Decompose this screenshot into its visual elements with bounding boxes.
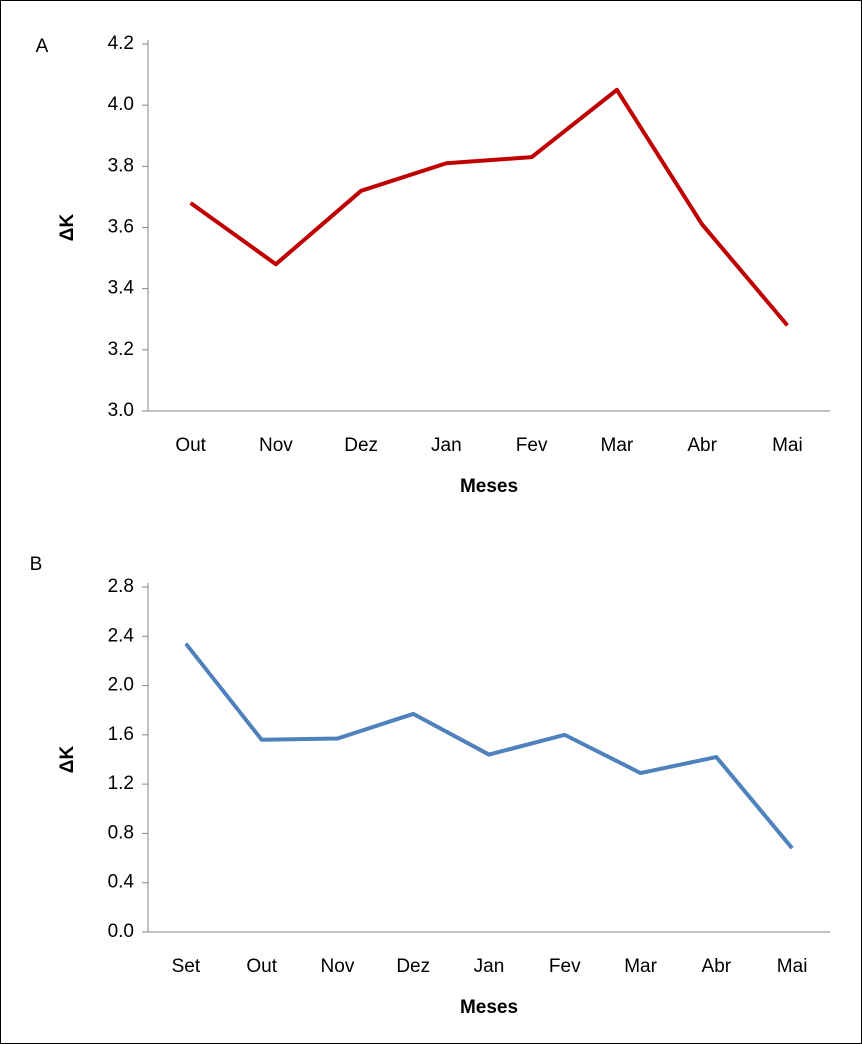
x-tick-label: Abr — [702, 956, 732, 977]
x-tick-label: Jan — [474, 956, 505, 977]
x-tick-label: Out — [246, 956, 277, 977]
y-tick-label: 3.6 — [108, 217, 134, 238]
x-axis-title: Meses — [460, 997, 518, 1018]
y-tick-label: 0.0 — [108, 921, 134, 942]
x-tick-label: Out — [175, 435, 206, 456]
x-tick-label: Dez — [396, 956, 430, 977]
y-tick-label: 2.4 — [108, 625, 135, 646]
panel-label: B — [30, 554, 43, 575]
x-tick-label: Set — [172, 956, 201, 977]
y-tick-label: 2.8 — [108, 576, 134, 597]
x-tick-label: Mar — [601, 435, 634, 456]
x-tick-label: Dez — [344, 435, 378, 456]
x-tick-label: Abr — [687, 435, 717, 456]
y-axis-title: ΔK — [57, 746, 78, 774]
data-line — [184, 642, 794, 850]
x-tick-label: Jan — [431, 435, 462, 456]
x-tick-label: Nov — [321, 956, 355, 977]
x-tick-label: Mai — [772, 435, 803, 456]
x-tick-label: Mar — [624, 956, 657, 977]
y-axis-title: ΔK — [57, 214, 78, 242]
y-tick-label: 3.4 — [108, 278, 135, 299]
y-tick-label: 1.2 — [108, 773, 134, 794]
y-tick-label: 3.8 — [108, 155, 134, 176]
y-tick-label: 3.2 — [108, 339, 134, 360]
x-tick-label: Mai — [777, 956, 808, 977]
y-tick-label: 0.8 — [108, 822, 134, 843]
x-tick-label: Fev — [549, 956, 581, 977]
y-tick-label: 3.0 — [108, 400, 134, 421]
x-axis-title: Meses — [460, 476, 518, 497]
panel-label: A — [36, 36, 49, 57]
x-tick-label: Fev — [516, 435, 548, 456]
y-tick-label: 4.0 — [108, 94, 134, 115]
y-tick-label: 1.6 — [108, 724, 134, 745]
x-tick-label: Nov — [259, 435, 293, 456]
y-tick-label: 4.2 — [108, 33, 134, 54]
y-tick-label: 2.0 — [108, 675, 134, 696]
y-tick-label: 0.4 — [108, 872, 135, 893]
data-line — [189, 87, 789, 327]
